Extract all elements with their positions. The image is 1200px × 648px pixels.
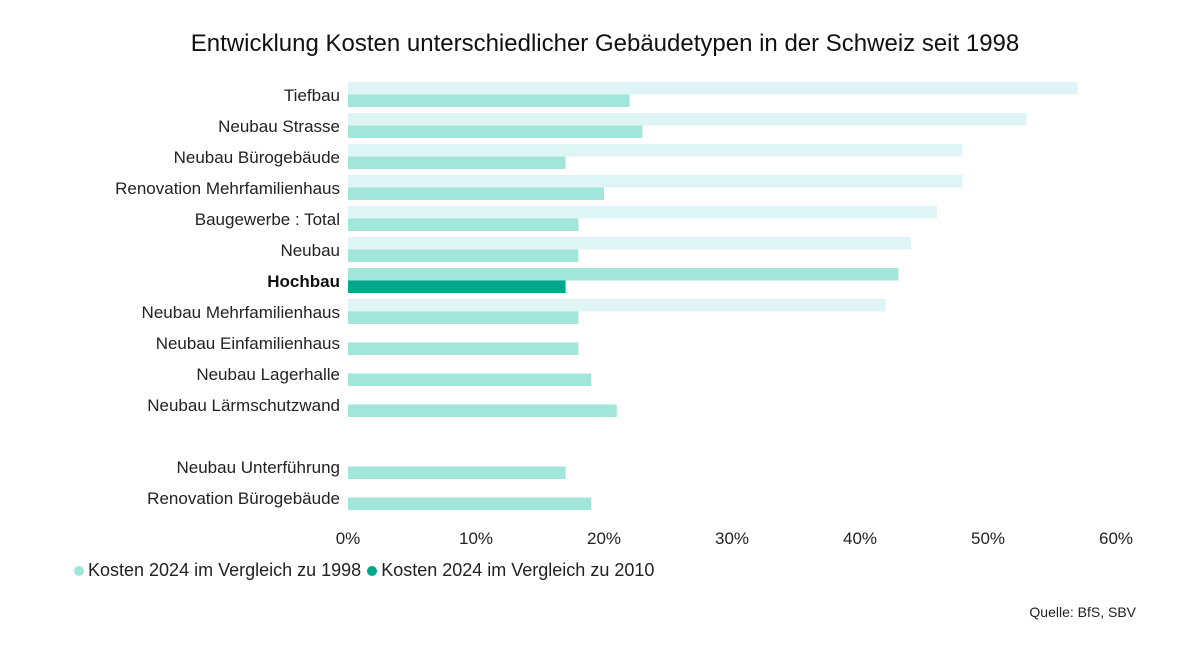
bar-1998-4 [348,206,937,219]
category-label-9: Neubau Lagerhalle [196,365,340,384]
legend-dot-1998 [74,565,84,576]
bar-2010-5 [348,249,579,262]
bar-2010-6 [348,280,566,293]
bar-2010-1 [348,125,643,138]
bar-2010-9 [348,373,592,386]
bar-1998-6 [348,268,899,281]
bar-2010-7 [348,311,579,324]
x-tick-label-6: 60% [1099,529,1133,548]
bar-1998-0 [348,82,1078,95]
legend-item-1998: Kosten 2024 im Vergleich zu 1998 [74,560,361,581]
source-note: Quelle: BfS, SBV [1029,604,1136,620]
x-tick-label-4: 40% [843,529,877,548]
bar-2010-13 [348,497,592,510]
bar-2010-3 [348,187,604,200]
x-tick-label-3: 30% [715,529,749,548]
legend-dot-2010 [367,565,378,576]
bar-2010-4 [348,218,579,231]
bar-1998-1 [348,113,1027,126]
category-label-5: Neubau [280,241,340,260]
category-label-12: Neubau Unterführung [176,458,340,477]
category-label-7: Neubau Mehrfamilienhaus [142,303,340,322]
legend-item-2010: Kosten 2024 im Vergleich zu 2010 [367,560,654,581]
bar-2010-8 [348,342,579,355]
bar-1998-7 [348,299,886,312]
category-label-8: Neubau Einfamilienhaus [156,334,340,353]
category-label-4: Baugewerbe : Total [195,210,340,229]
bar-2010-0 [348,94,630,107]
x-tick-label-5: 50% [971,529,1005,548]
bar-2010-12 [348,466,566,479]
category-label-1: Neubau Strasse [218,117,340,136]
category-label-6: Hochbau [267,272,340,291]
bar-2010-2 [348,156,566,169]
x-tick-label-0: 0% [336,529,361,548]
bar-1998-3 [348,175,963,188]
bar-1998-5 [348,237,912,250]
bar-2010-10 [348,404,617,417]
x-tick-label-1: 10% [459,529,493,548]
x-tick-label-2: 20% [587,529,621,548]
chart-legend: Kosten 2024 im Vergleich zu 1998 Kosten … [74,560,660,581]
category-label-10: Neubau Lärmschutzwand [147,396,340,415]
legend-label-1998: Kosten 2024 im Vergleich zu 1998 [88,560,362,580]
legend-label-2010: Kosten 2024 im Vergleich zu 2010 [381,560,655,580]
category-label-3: Renovation Mehrfamilienhaus [115,179,340,198]
category-label-2: Neubau Bürogebäude [174,148,340,167]
category-label-0: Tiefbau [284,86,340,105]
chart-title: Entwicklung Kosten unterschiedlicher Geb… [190,30,1020,57]
category-label-13: Renovation Bürogebäude [147,489,340,508]
bar-1998-2 [348,144,963,157]
